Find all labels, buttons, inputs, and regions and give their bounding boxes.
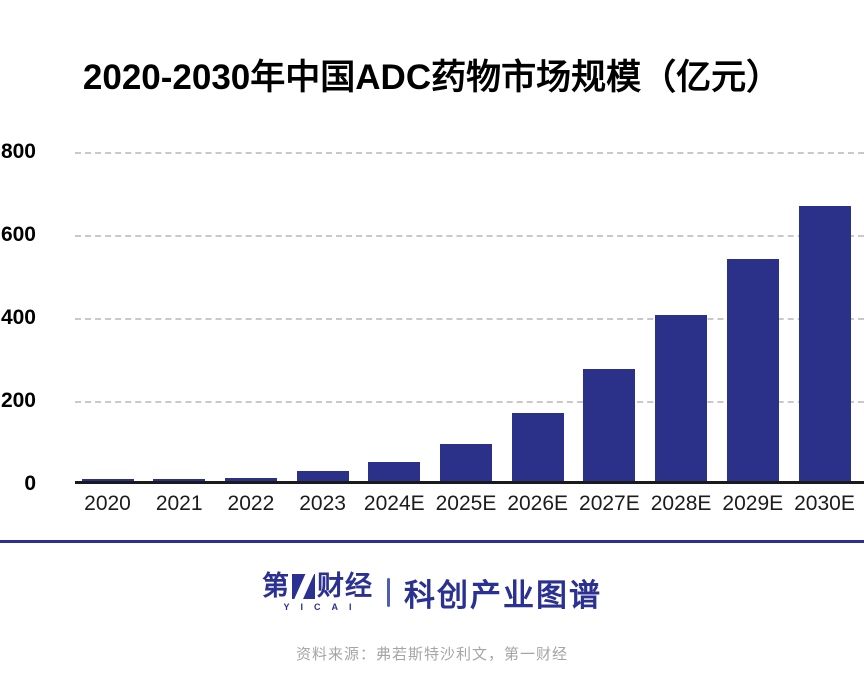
logo-divider-bar [387, 577, 390, 607]
yicai-logo: 第 财经 YICAI [262, 570, 373, 612]
x-axis-tick-label: 2027E [579, 492, 640, 515]
gridline-800 [75, 152, 864, 154]
y-axis-tick-label: 200 [0, 389, 36, 412]
x-axis-tick-label: 2022 [227, 492, 275, 515]
plot-area [75, 152, 864, 484]
x-axis-tick-label: 2023 [299, 492, 346, 515]
y-axis-tick-label: 800 [0, 140, 36, 163]
bar-2022 [224, 477, 277, 481]
bar-2030E [798, 206, 851, 481]
x-axis-tick-label: 2025E [435, 492, 497, 515]
y-axis-tick-label: 0 [24, 472, 36, 495]
bar-2023 [296, 471, 349, 481]
gridline-600 [75, 235, 864, 237]
x-axis-tick-label: 2024E [363, 492, 425, 515]
x-axis-tick-label: 2029E [722, 492, 784, 515]
yicai-brand-suffix: 财经 [317, 570, 373, 601]
publisher-logo: 第 财经 YICAI 科创产业图谱 [0, 571, 864, 613]
yicai-one-mark-icon [292, 573, 315, 599]
x-axis-tick-label: 2020 [84, 492, 131, 515]
bar-2028E [655, 315, 708, 481]
gridline-200 [75, 401, 864, 403]
bar-2021 [153, 479, 206, 481]
x-axis-tick-label: 2021 [155, 492, 203, 515]
bar-2027E [583, 368, 636, 481]
x-axis-tick-label: 2028E [650, 492, 712, 515]
yicai-logo-row: 第 财经 [262, 570, 373, 601]
gridline-400 [75, 318, 864, 320]
bar-2024E [368, 461, 421, 481]
yicai-latin-label: YICAI [283, 601, 363, 612]
yicai-brand-prefix: 第 [262, 570, 290, 601]
bar-2020 [81, 479, 134, 481]
x-axis-tick-label: 2030E [794, 492, 855, 515]
footer-divider-line [0, 540, 864, 543]
y-axis-tick-label: 400 [0, 306, 36, 329]
x-axis-tick-label: 2026E [507, 492, 569, 515]
bar-2029E [726, 258, 779, 481]
chart-title: 2020-2030年中国ADC药物市场规模（亿元） [82, 58, 782, 97]
y-axis-tick-label: 600 [0, 223, 36, 246]
series-wordmark: 科创产业图谱 [404, 577, 602, 613]
bar-2026E [511, 412, 564, 481]
data-source-note: 资料来源：弗若斯特沙利文，第一财经 [295, 646, 568, 663]
bar-2025E [440, 443, 492, 481]
